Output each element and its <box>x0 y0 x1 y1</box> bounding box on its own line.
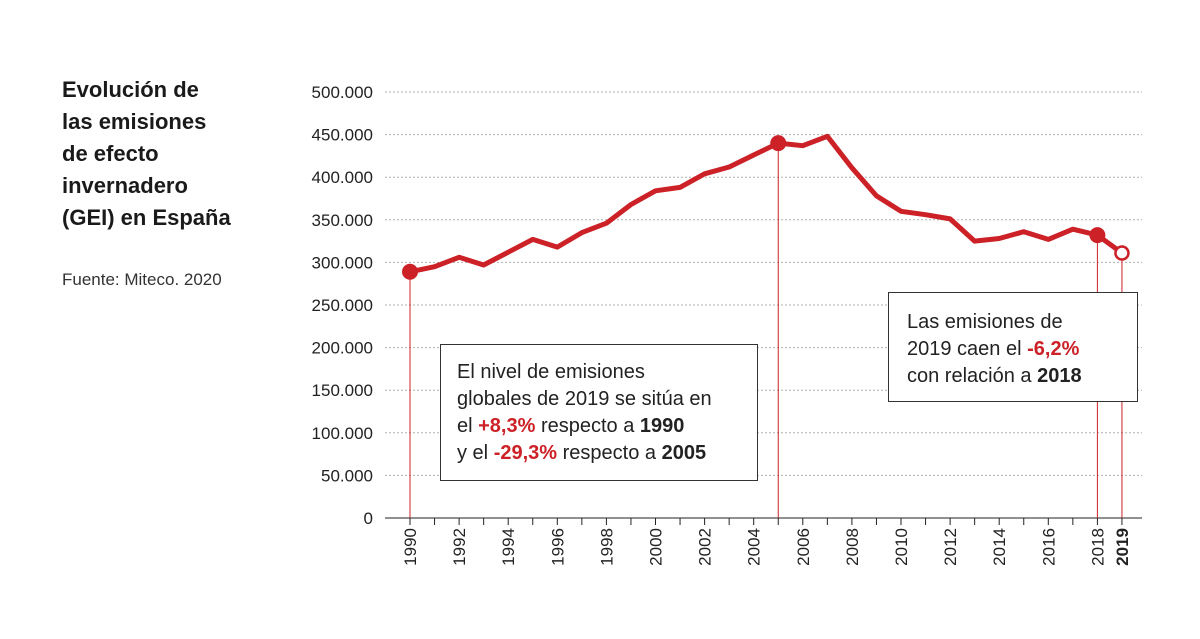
callout-percent: +8,3% <box>478 415 536 437</box>
source-note: Fuente: Miteco. 2020 <box>62 270 222 289</box>
callout-line: globales de 2019 se sitúa en <box>457 388 712 410</box>
x-tick-label: 2000 <box>647 528 666 566</box>
data-point-1990 <box>402 263 418 280</box>
y-tick-label: 50.000 <box>321 466 373 485</box>
x-tick-label: 1996 <box>548 528 567 566</box>
callout-line: el +8,3% respecto a 1990 <box>457 413 741 440</box>
x-tick-label: 2006 <box>794 528 813 566</box>
callout-text: respecto a <box>535 415 640 437</box>
callout-percent: -29,3% <box>493 442 558 464</box>
callout-line: 2019 caen el -6,2% <box>907 336 1119 363</box>
x-tick-label: 1992 <box>450 528 469 566</box>
data-point-2005 <box>770 135 787 152</box>
callout-text: y el <box>457 442 494 464</box>
callout-year: 2018 <box>1037 365 1082 387</box>
title-line: de efecto <box>62 141 159 166</box>
x-tick-label: 2014 <box>990 528 1009 566</box>
x-tick-label: 2002 <box>696 528 715 566</box>
title-line: invernadero <box>62 173 188 198</box>
x-tick-label: 2018 <box>1088 528 1107 566</box>
callout-line: con relación a 2018 <box>907 363 1119 390</box>
callout-line: Las emisiones de <box>907 311 1063 333</box>
title-line: Evolución de <box>62 77 199 102</box>
x-tick-label: 2008 <box>843 528 862 566</box>
x-tick-label: 1990 <box>401 528 420 566</box>
data-point-2018 <box>1089 227 1106 244</box>
title-line: (GEI) en España <box>62 205 231 230</box>
callout-comparison: El nivel de emisiones globales de 2019 s… <box>440 344 758 481</box>
y-tick-label: 500.000 <box>312 83 373 102</box>
x-tick-label: 2016 <box>1039 528 1058 566</box>
callout-percent: -6,2% <box>1027 338 1080 360</box>
y-tick-label: 250.000 <box>312 296 373 315</box>
x-tick-label: 2012 <box>941 528 960 566</box>
callout-year: 2005 <box>661 442 707 464</box>
x-tick-label: 2019 <box>1113 528 1132 566</box>
y-tick-label: 200.000 <box>312 339 373 358</box>
x-tick-label: 2004 <box>745 528 764 566</box>
y-tick-label: 0 <box>364 509 373 528</box>
x-tick-label: 2010 <box>892 528 911 566</box>
callout-text: 2019 caen el <box>907 338 1028 360</box>
chart-title: Evolución de las emisiones de efecto inv… <box>62 74 282 234</box>
callout-annual-change: Las emisiones de 2019 caen el -6,2% con … <box>888 292 1138 402</box>
y-tick-label: 350.000 <box>312 211 373 230</box>
y-tick-label: 450.000 <box>312 126 373 145</box>
callout-year: 1990 <box>639 415 685 437</box>
callout-text: respecto a <box>557 442 662 464</box>
y-tick-label: 150.000 <box>312 381 373 400</box>
data-point-2019 <box>1114 245 1130 261</box>
x-tick-label: 1994 <box>499 528 518 566</box>
callout-line: y el -29,3% respecto a 2005 <box>457 440 741 467</box>
callout-line: El nivel de emisiones <box>457 361 645 383</box>
y-tick-label: 100.000 <box>312 424 373 443</box>
y-tick-label: 400.000 <box>312 168 373 187</box>
series-line <box>407 133 1125 275</box>
callout-text: el <box>457 415 479 437</box>
x-tick-label: 1998 <box>597 528 616 566</box>
title-line: las emisiones <box>62 109 207 134</box>
y-tick-label: 300.000 <box>312 253 373 272</box>
callout-text: con relación a <box>907 365 1038 387</box>
